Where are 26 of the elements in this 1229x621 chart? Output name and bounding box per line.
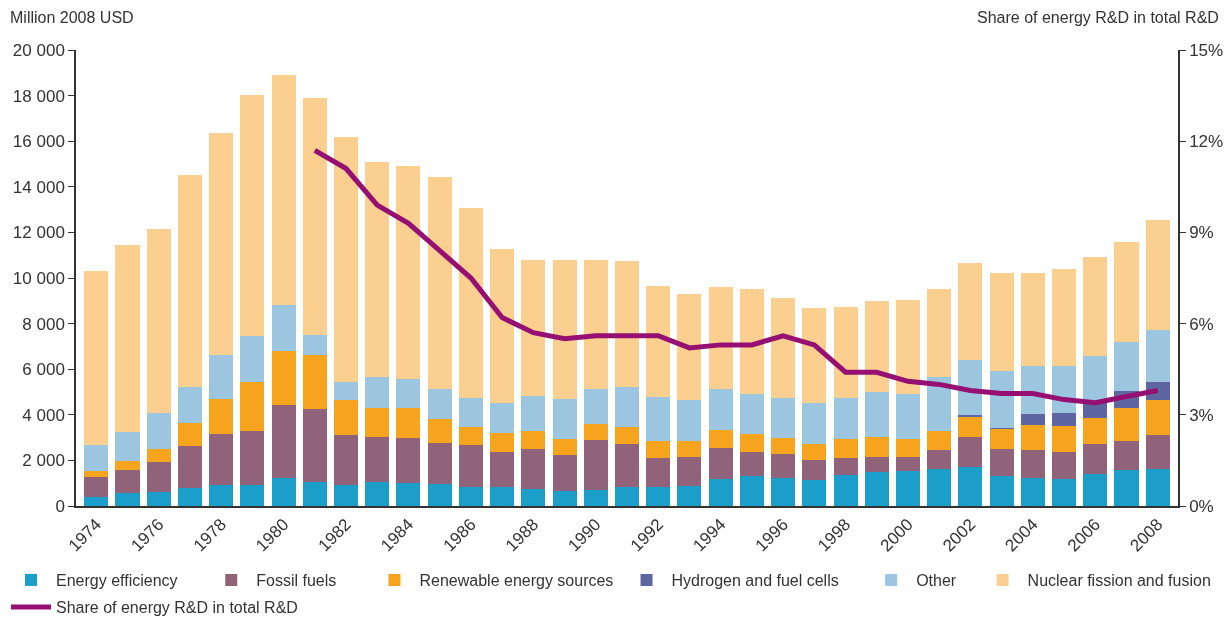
y2-tick-label: 3% — [1189, 405, 1214, 425]
legend-label: Other — [916, 572, 957, 590]
y-tick-label: 12 000 — [12, 223, 65, 243]
y-tick-label: 8 000 — [22, 314, 65, 334]
legend-label: Nuclear fission and fusion — [1027, 572, 1211, 590]
legend-label: Hydrogen and fuel cells — [671, 572, 839, 590]
y2-tick-label: 12% — [1189, 132, 1224, 152]
y-tick-label: 16 000 — [12, 132, 65, 152]
y-tick-label: 14 000 — [12, 177, 65, 197]
y-tick-label: 20 000 — [12, 40, 65, 60]
y-tick-label: 10 000 — [12, 268, 65, 288]
legend-label: Renewable energy sources — [419, 572, 614, 590]
y2-tick-label: 6% — [1189, 314, 1214, 334]
y2-tick-label: 15% — [1189, 40, 1224, 60]
y2-tick-label: 9% — [1189, 223, 1214, 243]
y2-axis-title: Share of energy R&D in total R&D — [977, 9, 1219, 26]
y-tick-label: 4 000 — [22, 405, 65, 425]
y-tick-label: 0 — [55, 496, 65, 516]
y-tick-label: 18 000 — [12, 86, 65, 106]
legend-label: Share of energy R&D in total R&D — [56, 599, 298, 617]
legend-label: Fossil fuels — [256, 572, 337, 590]
y2-tick-label: 0% — [1189, 496, 1214, 516]
y-tick-label: 6 000 — [22, 360, 65, 380]
y-tick-label: 2 000 — [22, 451, 65, 471]
legend-label: Energy efficiency — [56, 572, 178, 590]
y-axis-title: Million 2008 USD — [10, 9, 134, 26]
